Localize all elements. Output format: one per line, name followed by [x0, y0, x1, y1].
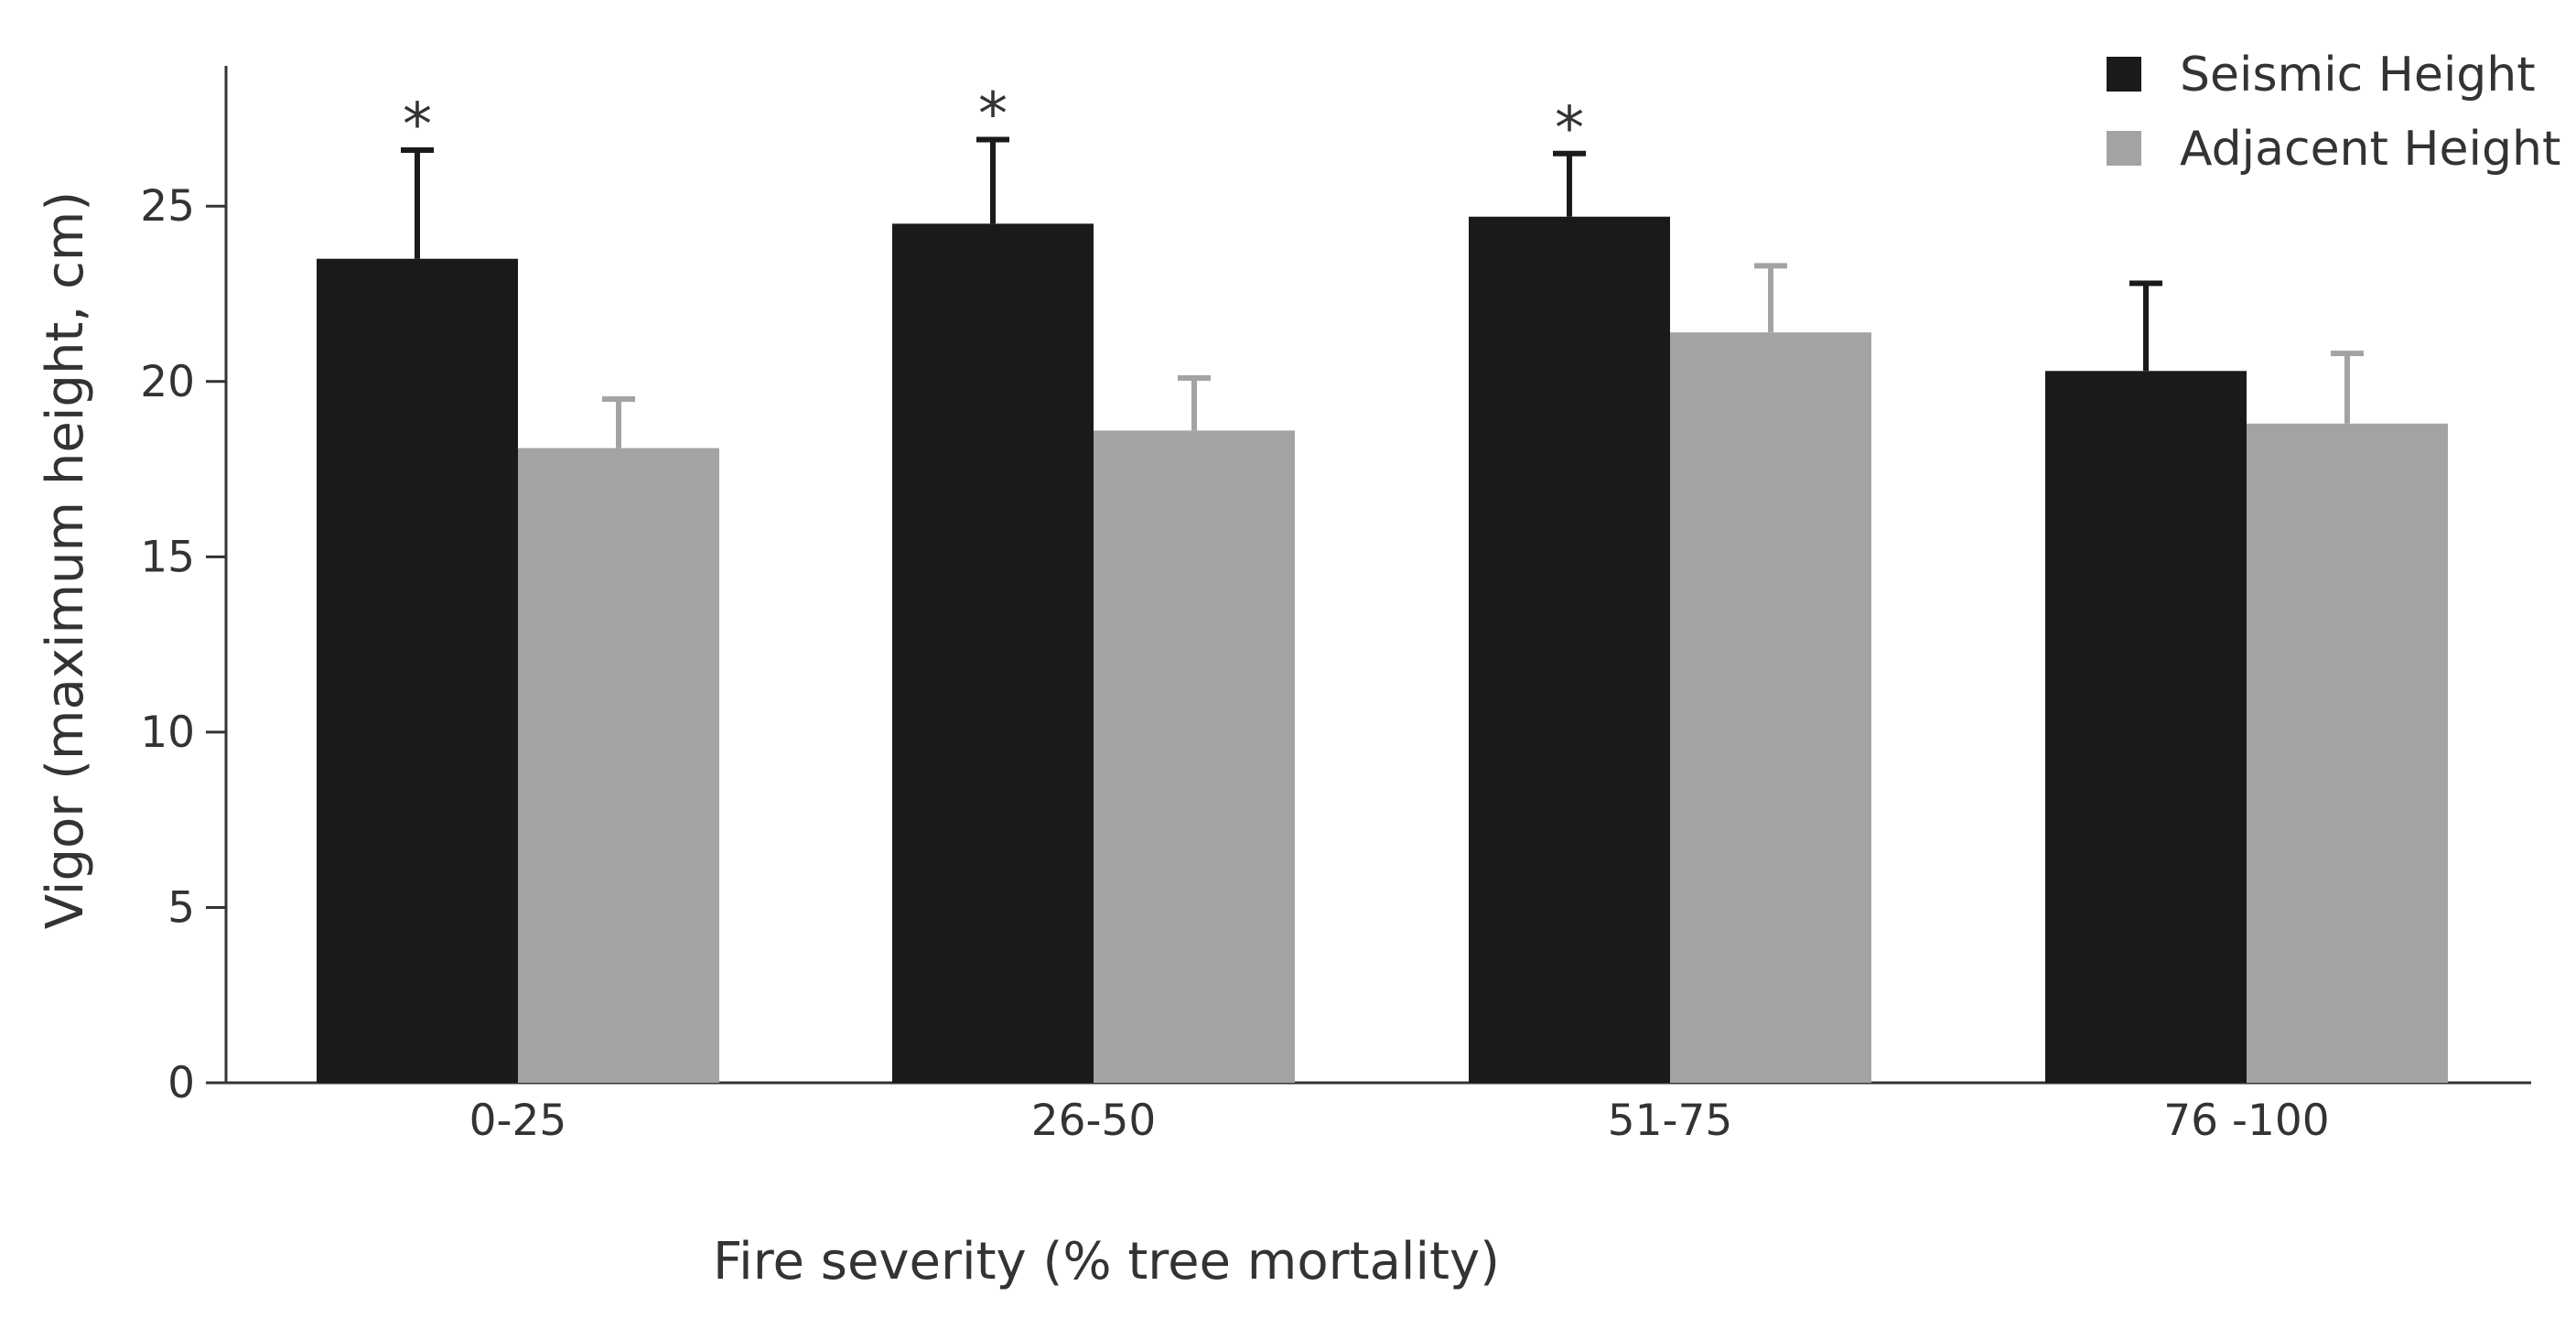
y-tick-label: 20 [140, 357, 195, 407]
y-tick-label: 25 [140, 181, 195, 232]
legend-label-seismic: Seismic Height [2180, 48, 2536, 103]
bar-adjacent [1670, 332, 1871, 1083]
x-ticks: 0-25 26-50 51-75 76 -100 [469, 1096, 2330, 1146]
legend-swatch-adjacent [2107, 131, 2141, 166]
y-ticks: 0 5 10 15 20 25 [140, 181, 226, 1108]
bars: * * * [317, 81, 2448, 1083]
y-tick-label: 15 [140, 532, 195, 582]
x-tick-label: 0-25 [469, 1096, 567, 1146]
bar-adjacent [518, 448, 719, 1083]
x-axis-title: Fire severity (% tree mortality) [713, 1232, 1500, 1291]
x-tick-label: 26-50 [1031, 1096, 1157, 1146]
bar-seismic [1469, 216, 1670, 1083]
bar-adjacent [2247, 423, 2448, 1083]
x-tick-label: 76 -100 [2163, 1096, 2329, 1146]
bar-seismic [2045, 371, 2247, 1083]
bar-seismic [892, 223, 1094, 1083]
bar-seismic [317, 258, 518, 1083]
y-tick-label: 5 [167, 882, 195, 933]
legend-swatch-seismic [2107, 57, 2141, 92]
x-tick-label: 51-75 [1608, 1096, 1733, 1146]
legend-label-adjacent: Adjacent Height [2180, 122, 2560, 177]
y-axis-title: Vigor (maximum height, cm) [36, 191, 95, 929]
legend: Seismic Height Adjacent Height [2107, 48, 2560, 177]
y-tick-label: 0 [167, 1058, 195, 1108]
significance-marker: * [403, 92, 432, 159]
y-tick-label: 10 [140, 708, 195, 758]
bar-adjacent [1094, 430, 1295, 1083]
significance-marker: * [978, 81, 1008, 148]
significance-marker: * [1555, 95, 1584, 163]
